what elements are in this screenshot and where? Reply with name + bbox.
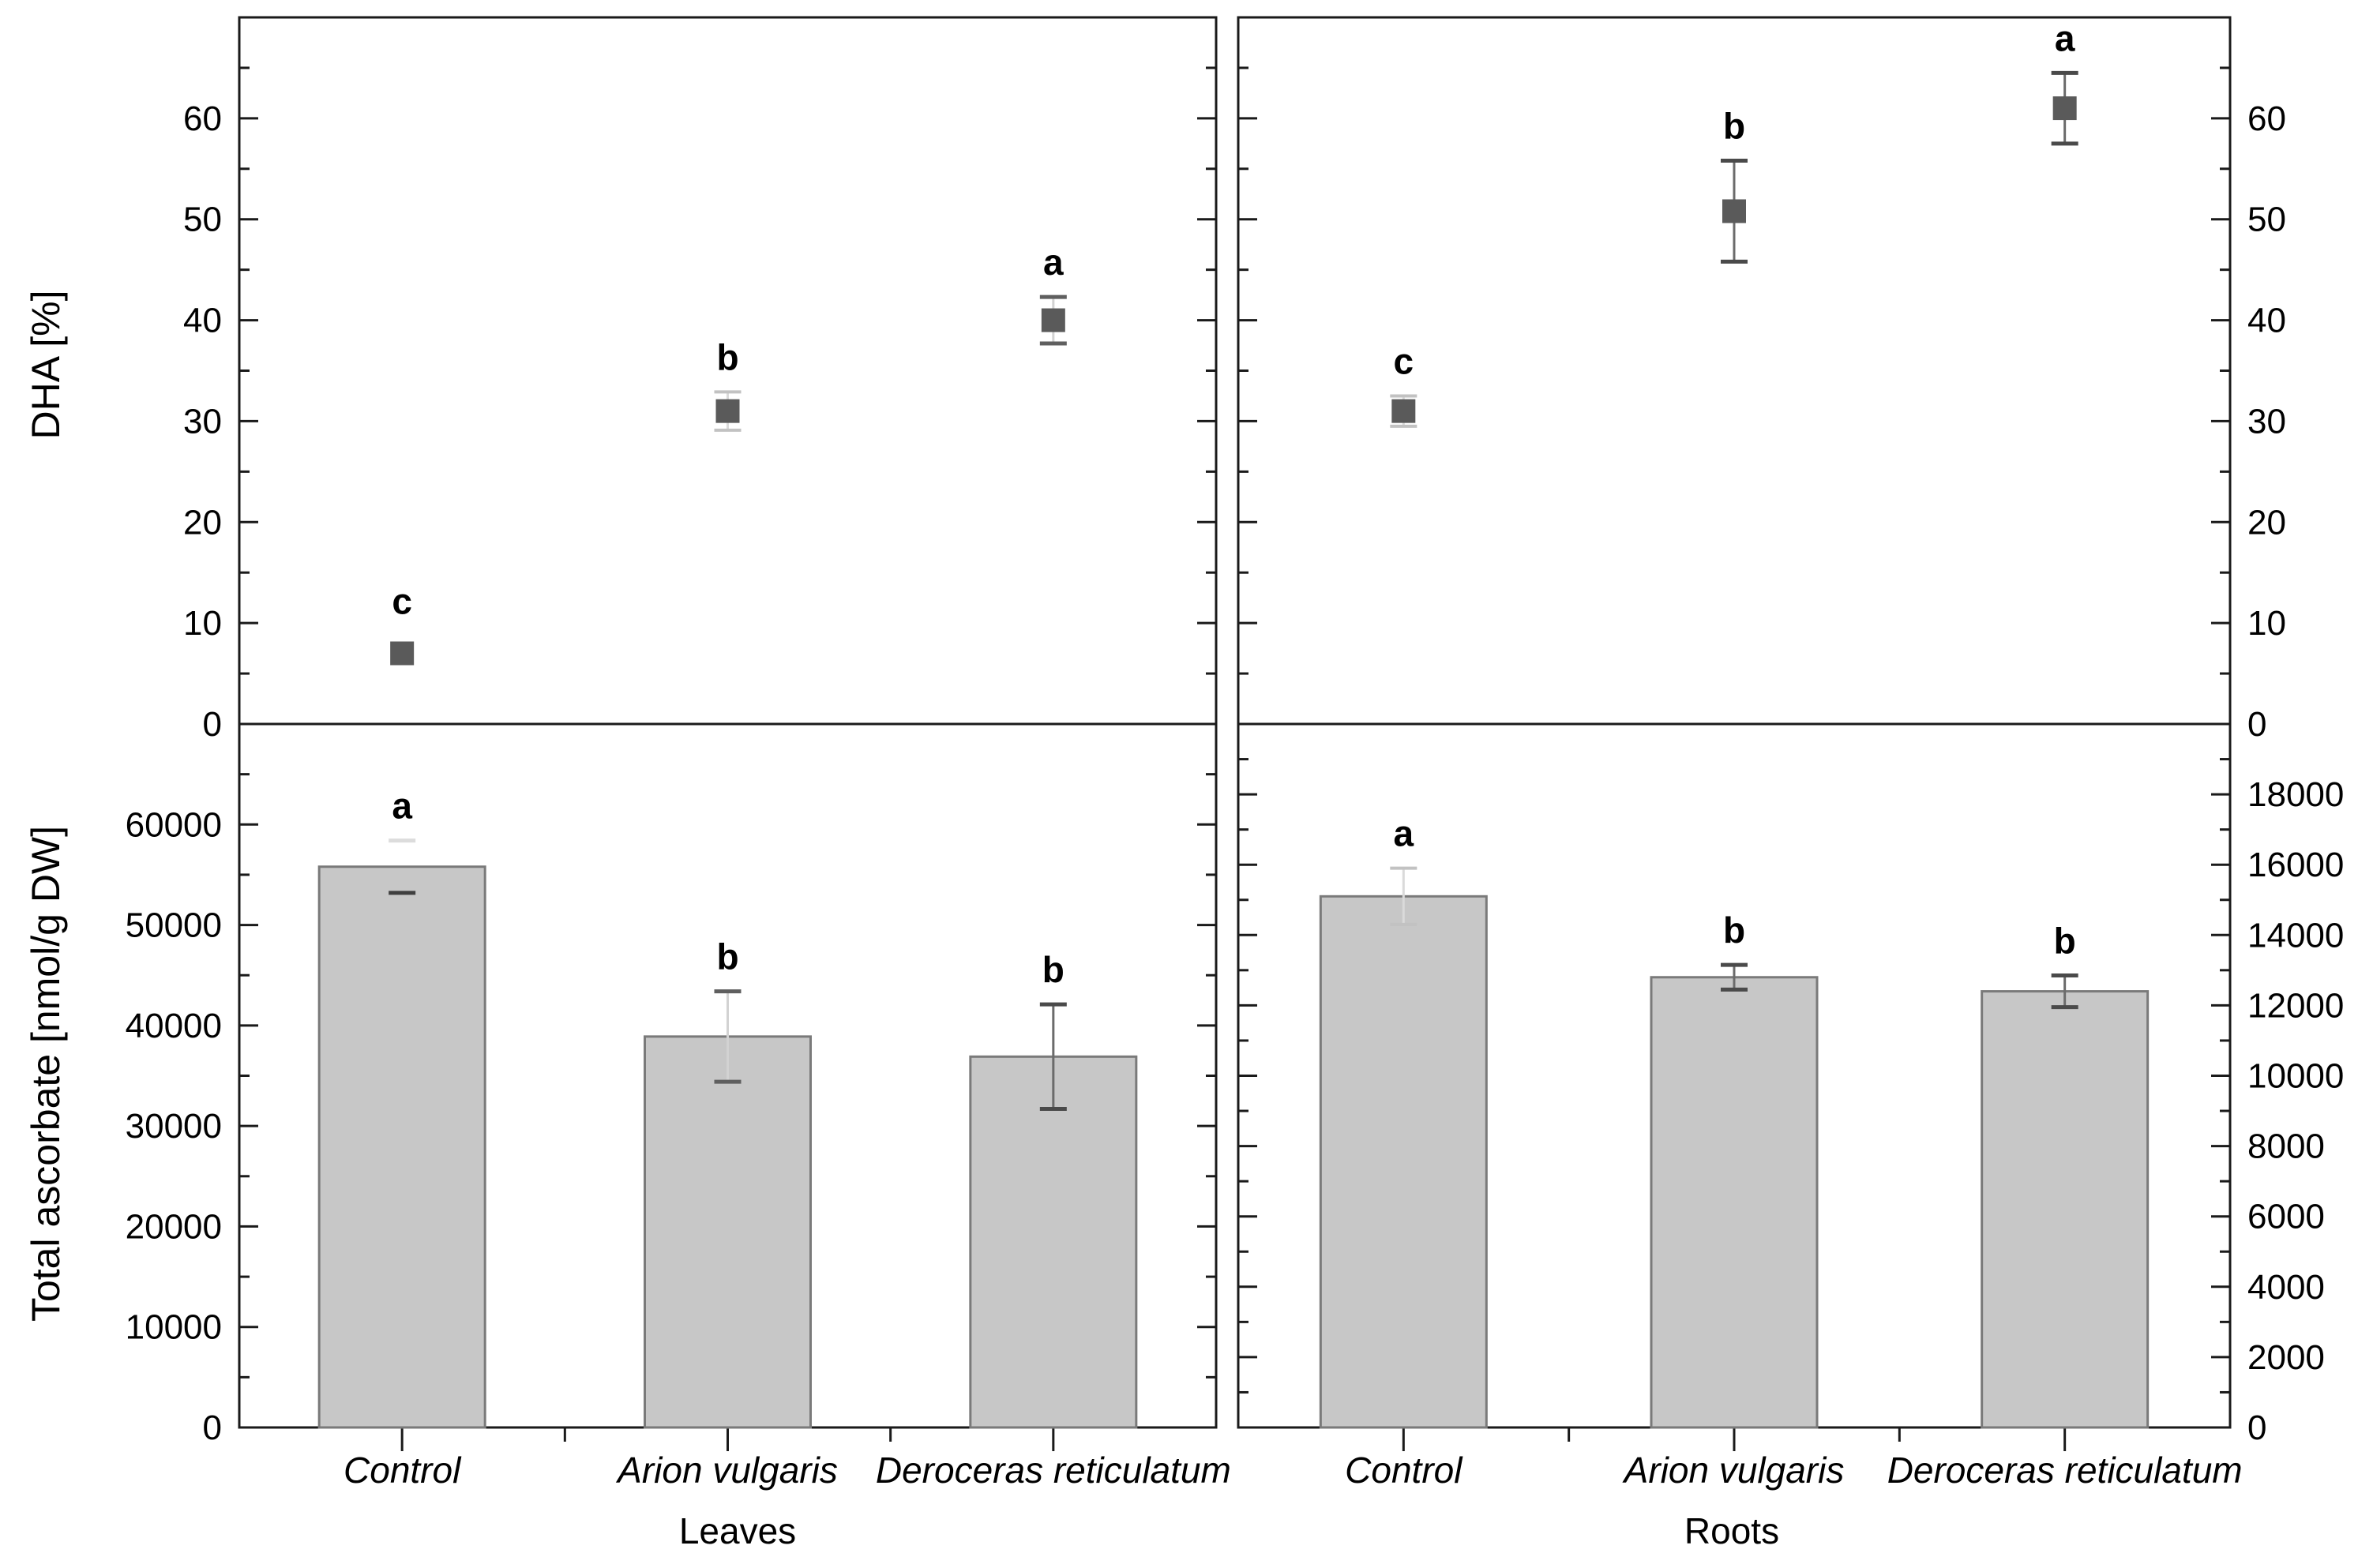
significance-letter: a xyxy=(1394,813,1414,854)
marker-square xyxy=(715,399,740,423)
marker-square xyxy=(1722,199,1746,223)
bar xyxy=(317,865,486,1429)
bar xyxy=(1650,976,1819,1429)
y-tick-label: 0 xyxy=(203,1409,222,1447)
y-tick-label: 0 xyxy=(2247,1409,2266,1447)
significance-letter: b xyxy=(716,936,738,977)
y-tick-label: 12000 xyxy=(2247,986,2344,1025)
marker-square xyxy=(1041,308,1065,332)
y-tick-label: 8000 xyxy=(2247,1127,2325,1166)
y-tick-label: 0 xyxy=(203,705,222,744)
y-tick-label: 40000 xyxy=(126,1007,222,1045)
significance-letter: b xyxy=(1042,949,1064,990)
y-tick-label: 40 xyxy=(183,302,222,340)
y-tick-label: 10000 xyxy=(2247,1057,2344,1096)
significance-letter: b xyxy=(2054,921,2076,962)
category-label: Deroceras reticulatum xyxy=(876,1450,1231,1491)
y-tick-label: 4000 xyxy=(2247,1268,2325,1307)
y-tick-label: 10000 xyxy=(126,1308,222,1347)
category-label: Deroceras reticulatum xyxy=(1887,1450,2243,1491)
category-label: Control xyxy=(1345,1450,1463,1491)
y-tick-label: 40 xyxy=(2247,302,2286,340)
category-label: Arion vulgaris xyxy=(1622,1450,1845,1491)
y-tick-label: 10 xyxy=(2247,604,2286,643)
y-tick-label: 10 xyxy=(183,604,222,643)
marker-square xyxy=(2052,96,2077,121)
category-label: Control xyxy=(344,1450,462,1491)
y-tick-label: 60000 xyxy=(126,805,222,844)
category-label: Arion vulgaris xyxy=(615,1450,838,1491)
y-tick-label: 50000 xyxy=(126,906,222,945)
y-tick-label: 30 xyxy=(183,402,222,441)
y-axis-title-dha: DHA [%] xyxy=(24,290,68,440)
significance-letter: c xyxy=(392,581,412,622)
marker-square xyxy=(1391,399,1416,423)
y-tick-label: 50 xyxy=(2247,201,2286,239)
y-tick-label: 20 xyxy=(2247,503,2286,542)
y-tick-label: 60 xyxy=(183,99,222,138)
marker-square xyxy=(390,641,415,666)
significance-letter: a xyxy=(2055,17,2075,58)
y-tick-label: 30000 xyxy=(126,1107,222,1146)
y-tick-label: 2000 xyxy=(2247,1338,2325,1377)
significance-letter: b xyxy=(716,336,738,377)
y-tick-label: 50 xyxy=(183,201,222,239)
y-tick-label: 0 xyxy=(2247,705,2266,744)
bar xyxy=(1981,990,2150,1429)
significance-letter: b xyxy=(1723,106,1745,147)
y-tick-label: 30 xyxy=(2247,402,2286,441)
significance-letter: c xyxy=(1394,340,1414,381)
significance-letter: a xyxy=(1043,242,1064,283)
y-tick-label: 16000 xyxy=(2247,846,2344,884)
bar xyxy=(1319,895,1488,1429)
bar xyxy=(969,1055,1138,1429)
y-tick-label: 14000 xyxy=(2247,916,2344,955)
caption-leaves: Leaves xyxy=(678,1510,797,1551)
y-tick-label: 18000 xyxy=(2247,775,2344,814)
y-tick-label: 6000 xyxy=(2247,1198,2325,1236)
bar xyxy=(644,1035,812,1429)
y-axis-title-ascorbate: Total ascorbate [nmol/g DW] xyxy=(24,825,68,1322)
significance-letter: a xyxy=(392,786,412,827)
significance-letter: b xyxy=(1723,910,1745,951)
y-tick-label: 60 xyxy=(2247,99,2286,138)
y-tick-label: 20000 xyxy=(126,1207,222,1246)
caption-roots: Roots xyxy=(1684,1510,1780,1551)
y-tick-label: 20 xyxy=(183,503,222,542)
